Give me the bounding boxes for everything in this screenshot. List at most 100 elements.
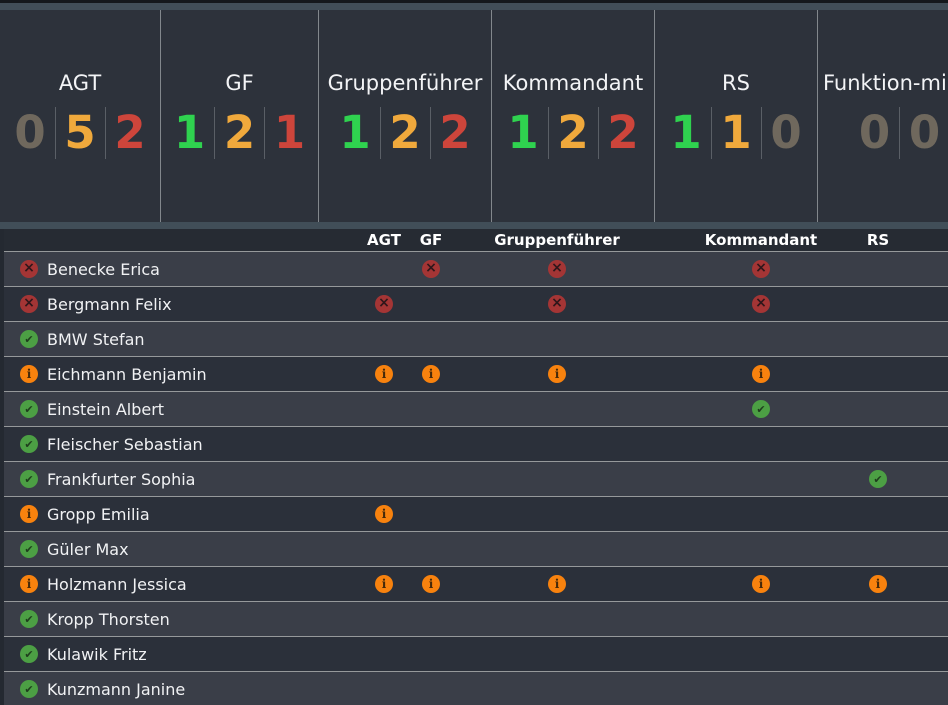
- error-icon: ×: [422, 260, 440, 278]
- info-icon: i: [752, 365, 770, 383]
- person-name: Holzmann Jessica: [47, 574, 187, 594]
- cell-gruppenfuehrer: ×: [446, 252, 668, 286]
- person-name-cell: ✔ Kunzmann Janine: [4, 680, 352, 699]
- cell-spacer: [902, 637, 948, 671]
- table-row[interactable]: ✔ BMW Stefan: [4, 322, 948, 357]
- cell-rs: ✔: [854, 462, 902, 496]
- person-name: Kulawik Fritz: [47, 644, 147, 664]
- cell-kommandant: i: [668, 357, 854, 391]
- table-row[interactable]: ✔ Kulawik Fritz: [4, 637, 948, 672]
- cell-agt: i: [352, 497, 416, 531]
- cell-rs: [854, 532, 902, 566]
- summary-cards: AGT 0 5 2 GF 1 2 1 Gruppenführer 1 2 2 Kommandant 1 2 2…: [0, 10, 948, 222]
- card-title: Kommandant: [502, 71, 644, 95]
- cell-gf: [416, 322, 446, 356]
- cell-agt: [352, 462, 416, 496]
- count-bad: 2: [607, 106, 639, 159]
- cell-agt: [352, 602, 416, 636]
- cell-rs: [854, 672, 902, 705]
- check-icon: ✔: [869, 470, 887, 488]
- column-header-gruppenfuehrer: Gruppenführer: [494, 231, 620, 249]
- glyph: ✔: [24, 402, 34, 416]
- cell-gf: [416, 427, 446, 461]
- glyph: ✔: [24, 472, 34, 486]
- check-icon: ✔: [752, 400, 770, 418]
- count-ok: 1: [173, 106, 206, 159]
- table-row[interactable]: × Benecke Erica × × ×: [4, 252, 948, 287]
- cell-kommandant: [668, 532, 854, 566]
- table-row[interactable]: ✔ Einstein Albert ✔: [4, 392, 948, 427]
- summary-card-agt: AGT 0 5 2: [0, 10, 161, 222]
- person-name: Frankfurter Sophia: [47, 469, 196, 489]
- cell-agt: [352, 637, 416, 671]
- column-header-agt: AGT: [367, 231, 401, 249]
- person-name-cell: i Holzmann Jessica: [4, 575, 352, 594]
- cell-rs: [854, 602, 902, 636]
- cell-spacer: [902, 322, 948, 356]
- cell-gf: i: [416, 567, 446, 601]
- cell-spacer: [902, 427, 948, 461]
- cell-gruppenfuehrer: [446, 462, 668, 496]
- table-row[interactable]: i Gropp Emilia i: [4, 497, 948, 532]
- cell-gf: [416, 672, 446, 705]
- glyph: i: [758, 577, 764, 591]
- cell-spacer: [902, 672, 948, 705]
- status-icon-info: i: [20, 365, 38, 383]
- column-header-kommandant: Kommandant: [704, 231, 818, 249]
- summary-card-kommandant: Kommandant 1 2 2: [492, 10, 655, 222]
- column-header-spacer: [902, 229, 948, 251]
- table-row[interactable]: i Eichmann Benjamin i i i i: [4, 357, 948, 392]
- summary-card-rs: RS 1 1 0: [655, 10, 818, 222]
- card-title: Gruppenführer: [327, 71, 483, 95]
- count-divider: [710, 107, 712, 159]
- count-bad: 2: [114, 106, 146, 159]
- glyph: ×: [755, 295, 767, 311]
- count-divider: [899, 107, 900, 159]
- info-icon: i: [422, 365, 440, 383]
- person-name-cell: ✔ BMW Stefan: [4, 330, 352, 349]
- glyph: i: [875, 577, 881, 591]
- person-name: Fleischer Sebastian: [47, 434, 203, 454]
- cell-rs: [854, 392, 902, 426]
- cell-agt: i: [352, 567, 416, 601]
- table-row[interactable]: ✔ Fleischer Sebastian: [4, 427, 948, 462]
- table-row[interactable]: ✔ Frankfurter Sophia ✔: [4, 462, 948, 497]
- cell-gf: [416, 287, 446, 321]
- column-header-gf: GF: [419, 231, 443, 249]
- table-row[interactable]: ✔ Kunzmann Janine: [4, 672, 948, 705]
- table-row[interactable]: ✔ Güler Max: [4, 532, 948, 567]
- count-warn: 5: [64, 106, 96, 159]
- glyph: i: [26, 367, 32, 381]
- table-row[interactable]: × Bergmann Felix × × ×: [4, 287, 948, 322]
- cell-rs: [854, 252, 902, 286]
- info-icon: i: [869, 575, 887, 593]
- table-row[interactable]: i Holzmann Jessica i i i i i: [4, 567, 948, 602]
- cell-gruppenfuehrer: [446, 637, 668, 671]
- glyph: ✔: [756, 402, 766, 416]
- cell-agt: [352, 672, 416, 705]
- count-bad: 1: [273, 106, 306, 159]
- glyph: i: [26, 577, 32, 591]
- status-icon-info: i: [20, 575, 38, 593]
- count-ok: 1: [507, 106, 539, 159]
- cell-kommandant: i: [668, 567, 854, 601]
- cell-rs: i: [854, 567, 902, 601]
- count-divider: [264, 107, 265, 159]
- info-icon: i: [375, 575, 393, 593]
- count-none: 0: [858, 106, 891, 159]
- cell-gruppenfuehrer: [446, 427, 668, 461]
- count-divider: [760, 107, 762, 159]
- cell-gf: [416, 392, 446, 426]
- glyph: i: [554, 577, 560, 591]
- table-row[interactable]: ✔ Kropp Thorsten: [4, 602, 948, 637]
- cell-kommandant: ×: [668, 252, 854, 286]
- cell-kommandant: [668, 637, 854, 671]
- glyph: ✔: [24, 647, 34, 661]
- count-divider: [597, 107, 599, 159]
- card-title: Funktion-mi: [823, 71, 947, 95]
- count-none: 0: [14, 106, 46, 159]
- glyph: ×: [551, 260, 563, 276]
